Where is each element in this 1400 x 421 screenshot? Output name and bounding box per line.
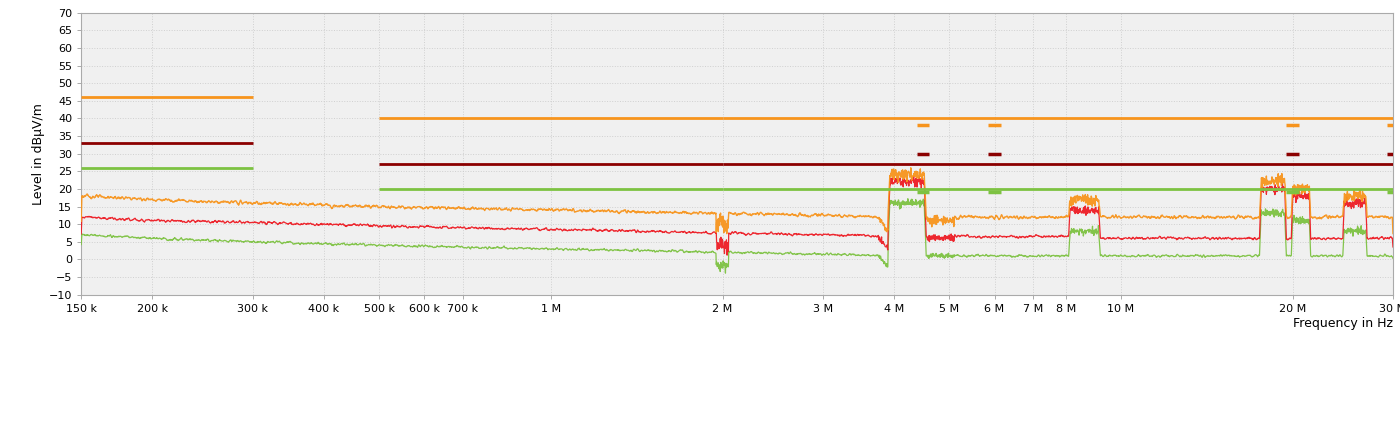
Y-axis label: Level in dBµV/m: Level in dBµV/m <box>32 103 45 205</box>
X-axis label: Frequency in Hz: Frequency in Hz <box>1294 317 1393 330</box>
